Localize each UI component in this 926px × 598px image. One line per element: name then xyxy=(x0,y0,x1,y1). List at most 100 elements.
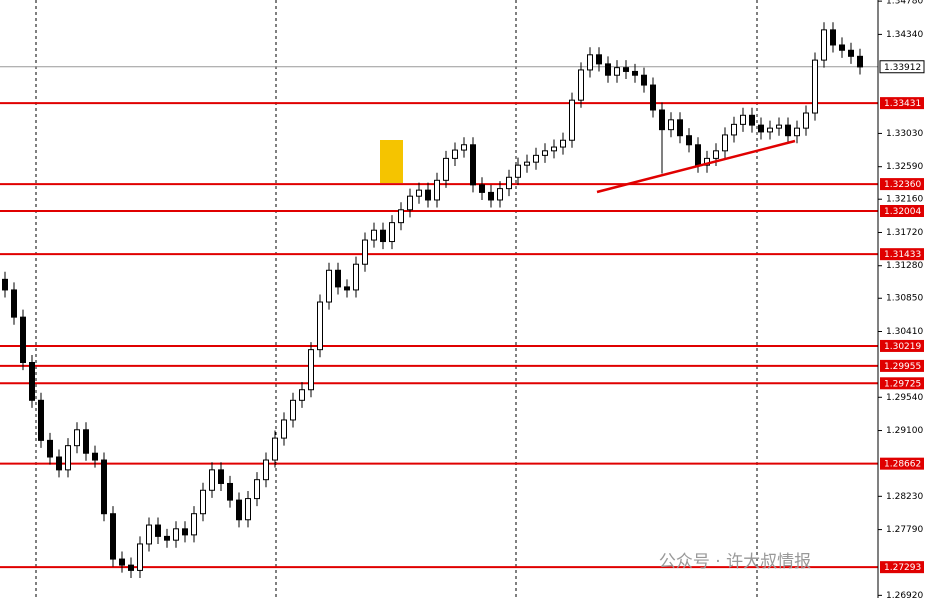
candle-body xyxy=(515,164,521,178)
y-tick-label: 1.29540 xyxy=(886,393,923,403)
candle-body xyxy=(677,119,683,137)
candle-body xyxy=(218,469,224,484)
candle-body xyxy=(623,67,629,72)
y-tick-label: 1.30410 xyxy=(886,327,923,337)
levels xyxy=(0,66,878,569)
candle-body xyxy=(335,269,341,288)
candle-body xyxy=(488,191,494,201)
y-tick-label: 1.31280 xyxy=(886,261,923,271)
axis-labels: 1.34780 1.34340 1.33030 1.32590 1.32160 1.317… xyxy=(878,0,925,598)
candle-body xyxy=(524,161,530,166)
candle-body xyxy=(533,154,539,163)
candle-body xyxy=(11,289,17,318)
current-price-box xyxy=(879,60,925,74)
level-label: 1.29725 xyxy=(884,379,921,389)
level-label-box xyxy=(880,97,924,110)
candle-body xyxy=(749,114,755,126)
candle-body xyxy=(416,189,422,197)
candle-body xyxy=(857,55,863,68)
candle-body xyxy=(434,179,440,201)
watermark: 公众号 · 许大叔情报 xyxy=(659,552,811,572)
candle-body xyxy=(2,278,8,291)
candle-body xyxy=(713,150,719,159)
level-label-box xyxy=(880,377,924,390)
candle-body xyxy=(173,528,179,541)
candle-body xyxy=(47,439,53,458)
trend-line xyxy=(596,139,796,194)
candle-body xyxy=(200,489,206,515)
highlight-box xyxy=(380,140,403,183)
y-tick-label: 1.28230 xyxy=(886,492,923,502)
candle-body xyxy=(758,124,764,133)
candle-body xyxy=(407,195,413,211)
candle-body xyxy=(641,74,647,86)
candle-body xyxy=(794,127,800,137)
candle-body xyxy=(65,445,71,471)
candle-body xyxy=(74,429,80,447)
candle-body xyxy=(254,479,260,500)
candle-body xyxy=(596,54,602,65)
candle-body xyxy=(551,146,557,152)
candles xyxy=(2,22,863,578)
candle-body xyxy=(380,229,386,243)
candle-body xyxy=(389,222,395,243)
candle-body xyxy=(155,524,161,537)
y-tick-label: 1.30850 xyxy=(886,294,923,304)
candle-body xyxy=(56,456,62,471)
candle-body xyxy=(281,419,287,439)
candle-body xyxy=(191,513,197,536)
candle-body xyxy=(119,558,125,566)
candle-body xyxy=(578,69,584,101)
level-label-box xyxy=(880,178,924,191)
candle-body xyxy=(812,59,818,114)
candle-body xyxy=(722,134,728,152)
candle-body xyxy=(353,263,359,291)
candle-body xyxy=(506,176,512,190)
level-label-box xyxy=(880,359,924,372)
candle-body xyxy=(740,114,746,125)
level-label: 1.33431 xyxy=(884,99,921,109)
candle-body xyxy=(668,119,674,131)
candle-body xyxy=(263,459,269,481)
candle-body xyxy=(587,54,593,71)
candle-body xyxy=(425,189,431,201)
level-label-box xyxy=(880,457,924,470)
level-label-box xyxy=(880,339,924,352)
level-label-box xyxy=(880,561,924,574)
level-label: 1.32360 xyxy=(884,180,921,190)
candle-body xyxy=(848,49,854,57)
candle-body xyxy=(497,188,503,201)
candle-body xyxy=(614,67,620,76)
candle-body xyxy=(452,149,458,159)
candle-body xyxy=(290,399,296,421)
candle-body xyxy=(308,349,314,391)
candle-body xyxy=(245,498,251,521)
candle-body xyxy=(326,269,332,303)
candle-body xyxy=(830,29,836,46)
level-label-box xyxy=(880,248,924,261)
candle-body xyxy=(821,29,827,61)
candle-body xyxy=(128,564,134,571)
level-label-box xyxy=(880,205,924,218)
candle-body xyxy=(461,144,467,151)
candle-body xyxy=(227,482,233,501)
vertical-separators xyxy=(35,0,758,598)
level-label: 1.27293 xyxy=(884,563,921,573)
y-tick-label: 1.27790 xyxy=(886,525,923,535)
candle-body xyxy=(182,528,188,536)
candle-body xyxy=(137,543,143,571)
candle-body xyxy=(92,452,98,461)
candle-body xyxy=(20,316,26,364)
candle-body xyxy=(38,399,44,441)
y-tick-label: 1.34780 xyxy=(886,0,923,7)
candle-body xyxy=(29,362,35,401)
candle-body xyxy=(803,112,809,129)
y-tick-label: 1.26920 xyxy=(886,591,923,598)
current-price-label: 1.33912 xyxy=(884,63,921,73)
candle-body xyxy=(560,139,566,148)
candle-body xyxy=(110,513,116,560)
y-tick-label: 1.32160 xyxy=(886,195,923,205)
candle-body xyxy=(317,301,323,351)
candle-body xyxy=(443,157,449,181)
